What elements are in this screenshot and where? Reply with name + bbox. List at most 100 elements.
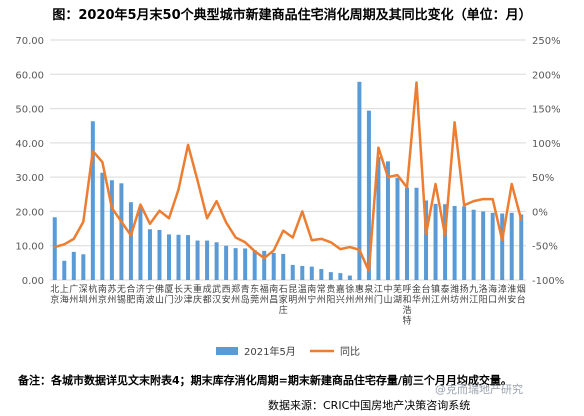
bar xyxy=(500,213,505,280)
x-tick-label: 北京 xyxy=(50,284,59,306)
bar xyxy=(338,273,343,280)
line-point xyxy=(168,217,170,220)
y-left-tick-label: 20.00 xyxy=(15,207,44,218)
y-right-tick-label: 0% xyxy=(532,207,548,218)
x-tick-label: 厦门 xyxy=(164,284,173,306)
y-left-tick-label: 50.00 xyxy=(15,105,44,116)
x-tick-label: 青岛 xyxy=(241,283,250,306)
line-point xyxy=(311,239,313,242)
line-point xyxy=(520,218,523,221)
line-point xyxy=(425,233,427,235)
line-point xyxy=(234,236,237,239)
x-tick-label: 海口 xyxy=(488,283,497,306)
bar xyxy=(71,251,76,280)
line-series-yoy xyxy=(53,81,523,273)
y-right-tick-label: 150% xyxy=(532,105,561,116)
bar xyxy=(443,204,448,280)
bar xyxy=(433,203,438,280)
line-point xyxy=(358,249,361,251)
x-tick-label: 贵阳 xyxy=(326,283,335,306)
x-tick-label: 深圳 xyxy=(79,284,88,306)
bar xyxy=(405,187,409,280)
chart-note: 备注：各城市数据详见文末附表4；期末库存消化周期=期末新建商品住宅存量/前三个月… xyxy=(18,374,512,387)
x-tick-label: 石家庄 xyxy=(279,285,288,316)
line-point xyxy=(111,207,113,209)
y-right-tick-label: -50% xyxy=(532,242,558,253)
x-tick-label: 泰州 xyxy=(441,283,450,306)
bar xyxy=(195,240,200,280)
y-left-tick-label: 0.00 xyxy=(22,276,44,287)
bar xyxy=(481,211,486,280)
line-point xyxy=(263,257,266,259)
line-point xyxy=(330,241,332,244)
bar xyxy=(147,229,152,280)
line-point xyxy=(196,179,199,182)
line-point xyxy=(472,200,475,202)
bar xyxy=(62,260,67,280)
x-tick-label: 广州 xyxy=(69,283,78,306)
bar xyxy=(176,234,181,280)
bar xyxy=(262,250,267,280)
x-tick-label: 武汉 xyxy=(212,283,221,306)
bar xyxy=(100,172,105,280)
line-point xyxy=(73,238,75,240)
line-point xyxy=(177,188,180,191)
bar xyxy=(167,234,171,280)
x-tick-label: 常州 xyxy=(317,283,326,306)
x-tick-label: 郑州 xyxy=(231,283,240,306)
line-point xyxy=(377,146,380,149)
line-point xyxy=(92,150,94,152)
x-tick-label: 合肥 xyxy=(126,283,135,306)
line-point xyxy=(63,243,66,246)
x-tick-label: 淮安 xyxy=(507,284,516,306)
y-right-tick-label: 50% xyxy=(532,173,554,184)
bar xyxy=(424,200,429,280)
bar xyxy=(109,180,114,280)
x-tick-label: 温州 xyxy=(298,284,307,306)
bar xyxy=(376,156,381,280)
x-tick-label: 佛山 xyxy=(155,283,164,306)
bar xyxy=(214,242,219,280)
y-right-tick-label: 250% xyxy=(532,36,561,47)
x-tick-label: 扬州 xyxy=(460,283,469,306)
y-left-tick-label: 40.00 xyxy=(15,139,44,150)
bar xyxy=(319,269,324,280)
bar xyxy=(309,266,314,280)
line-point xyxy=(215,200,218,202)
bar xyxy=(281,253,286,280)
line-point xyxy=(482,198,484,200)
y-left-tick-label: 10.00 xyxy=(15,242,44,253)
y-left-tick-label: 30.00 xyxy=(15,173,44,184)
legend-swatch-bar xyxy=(216,347,238,355)
x-tick-label: 上海 xyxy=(60,284,69,306)
watermark: @克而瑞地产研究 xyxy=(435,383,523,396)
x-tick-label: 长沙 xyxy=(174,283,183,306)
line-point xyxy=(453,121,456,124)
bar xyxy=(414,187,419,280)
line-point xyxy=(149,222,151,225)
bar xyxy=(224,245,229,280)
line-point xyxy=(139,203,142,206)
line-point xyxy=(253,250,256,252)
x-tick-label: 西安 xyxy=(222,284,231,306)
x-tick-label: 苏州 xyxy=(107,283,116,306)
x-tick-label: 镇江 xyxy=(431,283,440,306)
data-source: 数据来源：CRIC中国房地产决策咨询系统 xyxy=(268,399,471,412)
line-point xyxy=(120,220,123,223)
bar xyxy=(290,264,295,280)
x-tick-label: 惠州 xyxy=(355,283,364,306)
line-point xyxy=(272,249,275,252)
bar xyxy=(462,206,467,280)
line-point xyxy=(282,229,285,232)
bar xyxy=(81,254,86,280)
x-tick-label: 中山 xyxy=(383,283,392,306)
bar xyxy=(128,202,133,280)
legend-label-line: 同比 xyxy=(340,346,360,358)
x-tick-label: 成都 xyxy=(203,283,212,306)
x-tick-label: 洛阳 xyxy=(479,283,488,306)
line-point xyxy=(463,204,465,207)
line-point xyxy=(491,198,494,200)
line-point xyxy=(320,238,323,240)
bar xyxy=(452,205,457,280)
